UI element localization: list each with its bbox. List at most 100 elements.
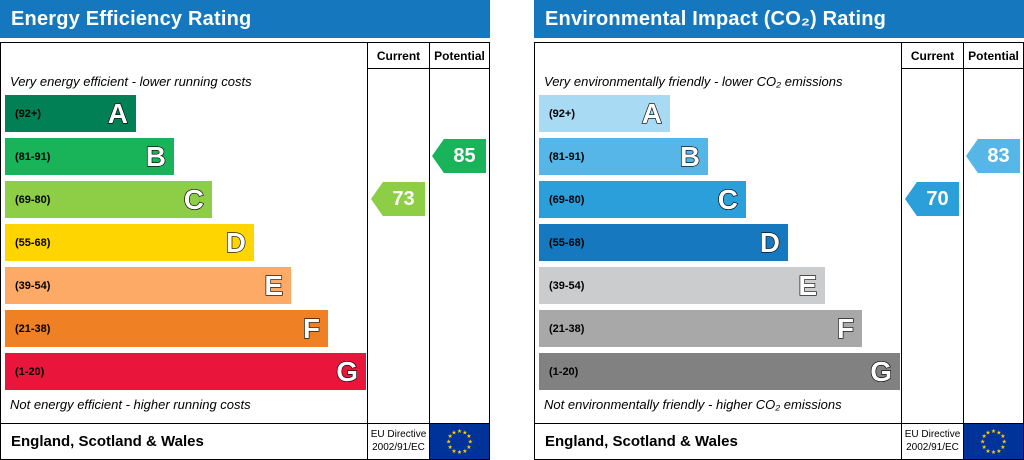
svg-text:★: ★ (980, 439, 985, 446)
band-g-range: (1-20) (15, 365, 45, 378)
svg-text:★: ★ (457, 449, 462, 456)
energy-chart-title-bar: Energy Efficiency Rating (0, 0, 490, 38)
svg-text:★: ★ (462, 448, 467, 455)
potential-column-header: Potential (964, 43, 1023, 69)
svg-text:★: ★ (996, 429, 1001, 436)
band-f-range: (21-38) (549, 322, 585, 335)
band-e: (39-54) E (539, 267, 825, 304)
svg-text:★: ★ (991, 449, 996, 456)
co2-chart-title: Environmental Impact (CO₂) Rating (545, 7, 887, 30)
band-b: (81-91) B (5, 138, 174, 175)
current-column-header: Current (368, 43, 429, 69)
svg-text:★: ★ (985, 429, 990, 436)
svg-text:★: ★ (985, 448, 990, 455)
band-c: (69-80) C (5, 181, 212, 218)
band-g: (1-20) G (5, 353, 366, 390)
bottom-note: Not environmentally friendly - higher CO… (544, 397, 842, 412)
potential-rating-value: 85 (453, 144, 476, 167)
eu-directive-line1: EU Directive (370, 429, 427, 440)
potential-rating-arrow: 83 (966, 139, 1020, 173)
band-f-range: (21-38) (15, 322, 51, 335)
energy-rating-table: Current Potential Very energy efficient … (0, 42, 490, 424)
band-g-range: (1-20) (549, 365, 579, 378)
band-a-range: (92+) (15, 107, 41, 120)
potential-column-header: Potential (430, 43, 489, 69)
svg-text:★: ★ (991, 428, 996, 435)
band-d-letter: D (225, 226, 247, 258)
energy-chart-footer: England, Scotland & Wales EU Directive 2… (0, 423, 490, 460)
svg-text:★: ★ (1000, 433, 1005, 440)
band-f: (21-38) F (539, 310, 862, 347)
svg-text:★: ★ (1000, 444, 1005, 451)
band-e-letter: E (798, 269, 818, 301)
band-e: (39-54) E (5, 267, 291, 304)
current-column-divider (367, 43, 368, 423)
band-a-letter: A (641, 97, 663, 129)
svg-text:★: ★ (448, 433, 453, 440)
band-d-letter: D (759, 226, 781, 258)
energy-chart-title: Energy Efficiency Rating (11, 7, 252, 30)
svg-text:★: ★ (1002, 439, 1007, 446)
eu-flag-icon: ★ ★ ★ ★ ★ ★ ★ ★ ★ ★ ★ ★ (429, 424, 489, 459)
svg-text:★: ★ (996, 448, 1001, 455)
top-note: Very environmentally friendly - lower CO… (544, 74, 843, 89)
band-b-range: (81-91) (15, 150, 51, 163)
co2-chart-footer: England, Scotland & Wales EU Directive 2… (534, 423, 1024, 460)
svg-text:★: ★ (457, 428, 462, 435)
current-rating-arrow: 73 (371, 182, 425, 216)
eu-directive-label: EU Directive 2002/91/EC (367, 424, 429, 459)
svg-text:★: ★ (466, 444, 471, 451)
band-d: (55-68) D (5, 224, 254, 261)
top-note: Very energy efficient - lower running co… (10, 74, 252, 89)
band-f-letter: F (836, 312, 854, 344)
current-rating-value: 73 (392, 187, 415, 210)
region-label: England, Scotland & Wales (545, 433, 738, 450)
eu-flag-icon: ★ ★ ★ ★ ★ ★ ★ ★ ★ ★ ★ ★ (963, 424, 1023, 459)
svg-text:★: ★ (468, 439, 473, 446)
band-a: (92+) A (5, 95, 136, 132)
co2-chart-title-bar: Environmental Impact (CO₂) Rating (534, 0, 1024, 38)
svg-text:★: ★ (462, 429, 467, 436)
current-column-header: Current (902, 43, 963, 69)
band-b-letter: B (679, 140, 701, 172)
band-c: (69-80) C (539, 181, 746, 218)
current-rating-value: 70 (926, 187, 949, 210)
potential-column-divider (429, 43, 430, 423)
eu-directive-line2: 2002/91/EC (372, 441, 425, 453)
svg-text:★: ★ (982, 433, 987, 440)
band-e-range: (39-54) (549, 279, 585, 292)
band-c-range: (69-80) (15, 193, 51, 206)
current-column-divider (901, 43, 902, 423)
eu-directive-line1: EU Directive (904, 429, 961, 440)
svg-text:★: ★ (451, 448, 456, 455)
svg-text:★: ★ (466, 433, 471, 440)
rating-bands: (92+) A (81-91) B (69-80) C (55-68) D (3… (539, 95, 900, 396)
co2-rating-table: Current Potential Very environmentally f… (534, 42, 1024, 424)
band-d: (55-68) D (539, 224, 788, 261)
svg-text:★: ★ (982, 444, 987, 451)
potential-rating-arrow: 85 (432, 139, 486, 173)
band-b-letter: B (145, 140, 167, 172)
band-f: (21-38) F (5, 310, 328, 347)
region-label: England, Scotland & Wales (11, 433, 204, 450)
svg-text:★: ★ (448, 444, 453, 451)
band-g-letter: G (870, 355, 893, 387)
band-a: (92+) A (539, 95, 670, 132)
bottom-note: Not energy efficient - higher running co… (10, 397, 251, 412)
potential-rating-value: 83 (987, 144, 1010, 167)
band-f-letter: F (302, 312, 320, 344)
band-a-range: (92+) (549, 107, 575, 120)
current-rating-arrow: 70 (905, 182, 959, 216)
band-c-letter: C (717, 183, 739, 215)
svg-text:★: ★ (451, 429, 456, 436)
band-e-letter: E (264, 269, 284, 301)
band-b-range: (81-91) (549, 150, 585, 163)
potential-column-divider (963, 43, 964, 423)
eu-directive-line2: 2002/91/EC (906, 441, 959, 453)
band-e-range: (39-54) (15, 279, 51, 292)
band-b: (81-91) B (539, 138, 708, 175)
svg-text:★: ★ (446, 439, 451, 446)
band-g: (1-20) G (539, 353, 900, 390)
band-c-letter: C (183, 183, 205, 215)
